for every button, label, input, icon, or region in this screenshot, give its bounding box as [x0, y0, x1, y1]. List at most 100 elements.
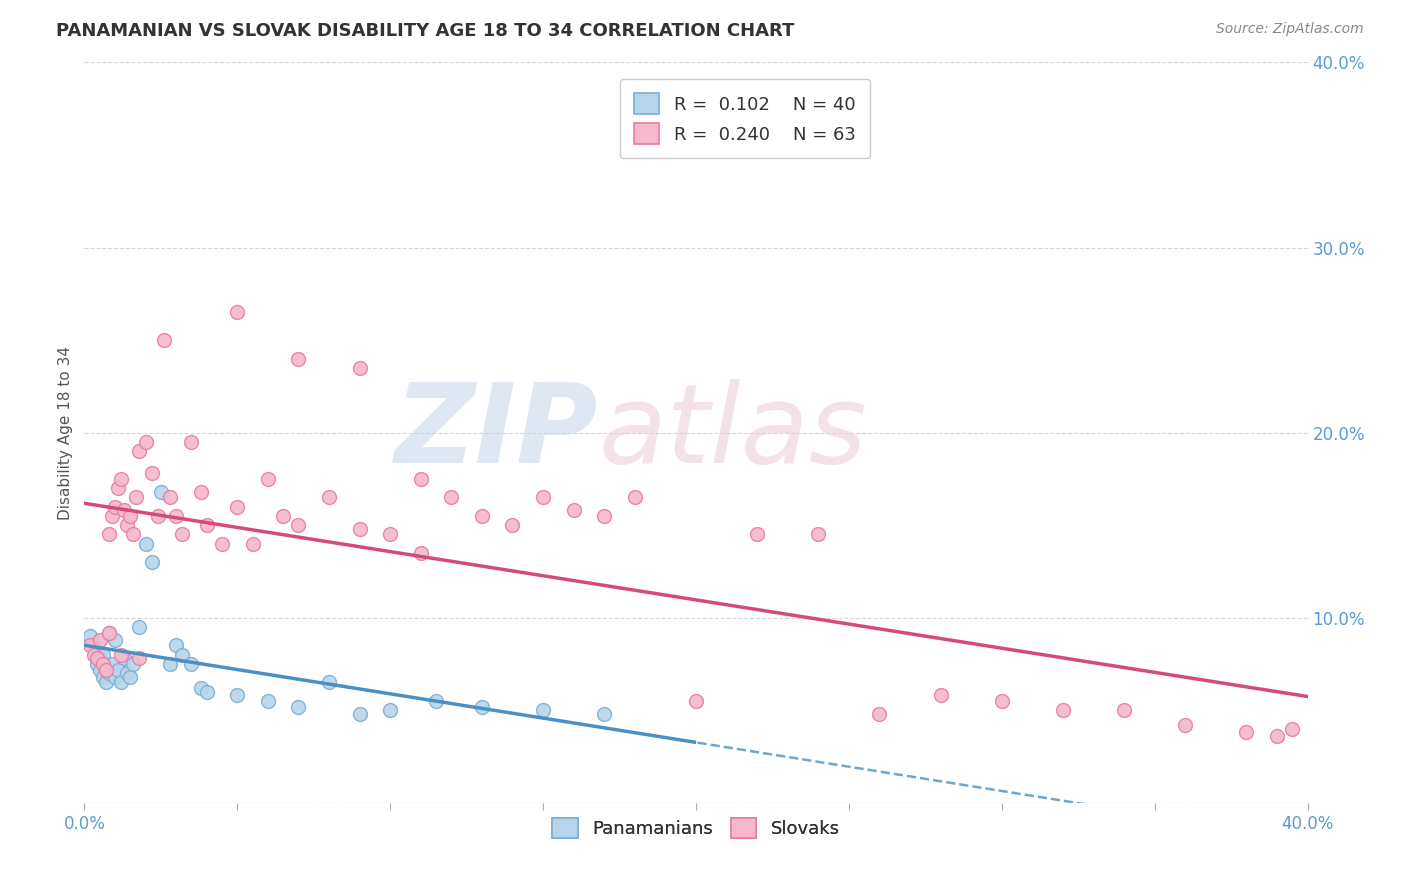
- Point: [86, 651, 108, 665]
- Point: [349, 360, 371, 375]
- Point: [165, 508, 187, 523]
- Point: [440, 491, 463, 505]
- Point: [425, 694, 447, 708]
- Point: [257, 694, 280, 708]
- Point: [502, 518, 524, 533]
- Point: [180, 657, 202, 671]
- Point: [112, 651, 135, 665]
- Point: [79, 639, 101, 653]
- Point: [110, 472, 132, 486]
- Point: [318, 491, 340, 505]
- Point: [83, 648, 105, 662]
- Point: [991, 694, 1014, 708]
- Text: Source: ZipAtlas.com: Source: ZipAtlas.com: [1216, 22, 1364, 37]
- Point: [929, 689, 952, 703]
- Point: [242, 536, 264, 550]
- Point: [101, 657, 124, 671]
- Point: [211, 536, 233, 550]
- Point: [271, 508, 294, 523]
- Point: [593, 508, 616, 523]
- Point: [409, 546, 432, 560]
- Point: [380, 527, 402, 541]
- Point: [159, 657, 181, 671]
- Point: [91, 670, 114, 684]
- Point: [146, 508, 169, 523]
- Point: [593, 706, 616, 721]
- Point: [91, 657, 114, 671]
- Text: atlas: atlas: [598, 379, 866, 486]
- Point: [153, 333, 176, 347]
- Point: [165, 639, 187, 653]
- Point: [226, 500, 249, 514]
- Point: [94, 663, 117, 677]
- Point: [128, 651, 150, 665]
- Point: [287, 351, 309, 366]
- Point: [409, 472, 432, 486]
- Point: [172, 648, 194, 662]
- Point: [172, 527, 194, 541]
- Point: [97, 666, 120, 681]
- Point: [747, 527, 769, 541]
- Point: [104, 632, 127, 647]
- Point: [190, 484, 212, 499]
- Point: [257, 472, 280, 486]
- Point: [141, 467, 163, 481]
- Legend: Panamanians, Slovaks: Panamanians, Slovaks: [546, 810, 846, 846]
- Point: [120, 508, 142, 523]
- Point: [149, 484, 172, 499]
- Point: [101, 508, 124, 523]
- Point: [97, 625, 120, 640]
- Point: [128, 444, 150, 458]
- Point: [122, 657, 145, 671]
- Point: [91, 648, 114, 662]
- Point: [115, 666, 138, 681]
- Point: [128, 620, 150, 634]
- Point: [1114, 703, 1136, 717]
- Point: [180, 434, 202, 449]
- Point: [89, 651, 111, 665]
- Point: [107, 481, 129, 495]
- Point: [120, 670, 142, 684]
- Point: [1052, 703, 1074, 717]
- Point: [112, 503, 135, 517]
- Point: [89, 632, 111, 647]
- Point: [89, 663, 111, 677]
- Point: [1174, 718, 1197, 732]
- Point: [349, 522, 371, 536]
- Point: [471, 699, 494, 714]
- Point: [349, 706, 371, 721]
- Point: [287, 518, 309, 533]
- Point: [79, 629, 101, 643]
- Point: [226, 305, 249, 319]
- Point: [287, 699, 309, 714]
- Point: [624, 491, 647, 505]
- Point: [807, 527, 830, 541]
- Point: [195, 685, 218, 699]
- Point: [195, 518, 218, 533]
- Point: [1281, 722, 1303, 736]
- Point: [97, 527, 120, 541]
- Point: [104, 670, 127, 684]
- Point: [135, 434, 157, 449]
- Point: [1236, 725, 1258, 739]
- Point: [471, 508, 494, 523]
- Point: [86, 644, 108, 658]
- Point: [86, 657, 108, 671]
- Point: [562, 503, 585, 517]
- Point: [135, 536, 157, 550]
- Text: PANAMANIAN VS SLOVAK DISABILITY AGE 18 TO 34 CORRELATION CHART: PANAMANIAN VS SLOVAK DISABILITY AGE 18 T…: [56, 22, 794, 40]
- Point: [869, 706, 891, 721]
- Point: [104, 500, 127, 514]
- Point: [97, 625, 120, 640]
- Point: [110, 675, 132, 690]
- Point: [115, 518, 138, 533]
- Point: [159, 491, 181, 505]
- Point: [94, 675, 117, 690]
- Y-axis label: Disability Age 18 to 34: Disability Age 18 to 34: [58, 345, 73, 520]
- Point: [531, 491, 554, 505]
- Point: [318, 675, 340, 690]
- Point: [1265, 729, 1288, 743]
- Point: [141, 555, 163, 569]
- Point: [531, 703, 554, 717]
- Point: [226, 689, 249, 703]
